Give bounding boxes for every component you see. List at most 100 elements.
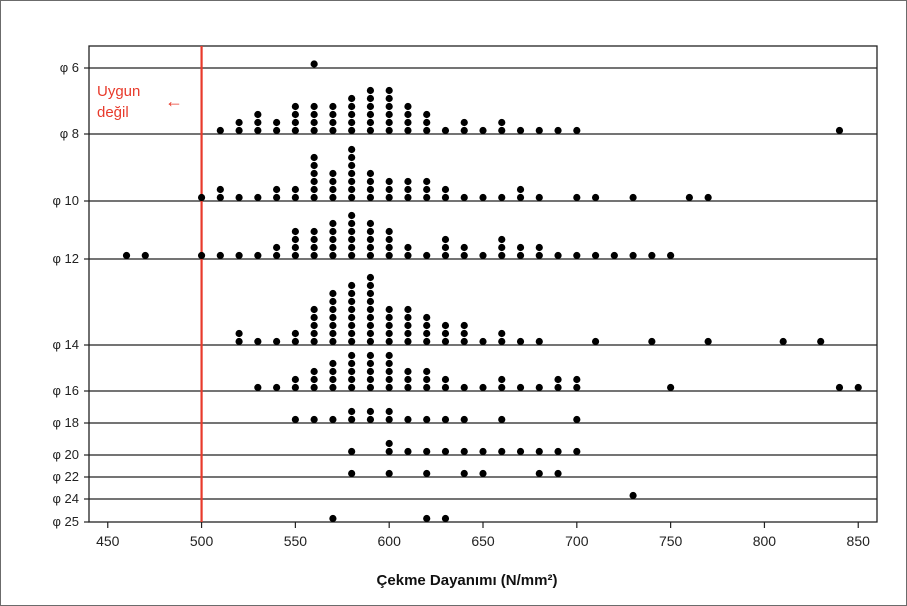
data-point	[404, 177, 412, 186]
data-point	[385, 383, 393, 392]
data-point	[479, 126, 487, 135]
data-point	[329, 126, 337, 135]
data-point	[498, 193, 506, 202]
data-point	[423, 375, 431, 384]
data-point	[423, 177, 431, 186]
data-point	[404, 313, 412, 322]
data-point	[348, 469, 356, 478]
data-point	[329, 313, 337, 322]
data-point	[817, 337, 825, 346]
annotation-arrow: ←	[165, 91, 183, 111]
x-tick-label: 550	[284, 533, 308, 549]
data-point	[348, 211, 356, 220]
data-point	[348, 235, 356, 244]
data-point	[404, 243, 412, 252]
data-point	[535, 447, 543, 456]
data-point	[573, 447, 581, 456]
data-point	[629, 491, 637, 500]
data-point	[404, 383, 412, 392]
data-point	[366, 375, 375, 384]
data-point	[366, 305, 375, 314]
data-point	[348, 227, 356, 236]
data-point	[254, 118, 262, 127]
x-tick-label: 850	[847, 533, 871, 549]
data-point	[385, 94, 393, 103]
data-point	[291, 126, 299, 135]
data-point	[460, 126, 468, 135]
data-point	[366, 185, 375, 194]
data-point	[404, 415, 412, 424]
data-point	[498, 383, 506, 392]
data-point	[310, 153, 318, 162]
data-point	[348, 375, 356, 384]
data-point	[441, 447, 450, 456]
data-point	[329, 235, 337, 244]
data-point	[366, 359, 375, 368]
data-point	[291, 118, 299, 127]
data-point	[385, 185, 393, 194]
data-point	[273, 243, 281, 252]
data-point	[385, 305, 393, 314]
data-point	[554, 251, 562, 260]
data-point	[329, 219, 337, 228]
data-point	[366, 337, 375, 346]
data-point	[385, 251, 393, 260]
data-point	[329, 110, 337, 119]
data-point	[385, 313, 393, 322]
x-tick-label: 650	[471, 533, 495, 549]
data-point	[366, 251, 375, 260]
data-point	[197, 251, 206, 260]
data-point	[479, 447, 487, 456]
data-point	[385, 367, 393, 376]
data-point	[498, 337, 506, 346]
data-point	[366, 126, 375, 135]
data-point	[385, 86, 393, 95]
data-point	[835, 383, 844, 392]
data-point	[385, 337, 393, 346]
data-point	[329, 514, 337, 523]
data-point	[235, 251, 243, 260]
data-point	[385, 177, 393, 186]
data-point	[273, 118, 281, 127]
x-tick-label: 500	[190, 533, 214, 549]
data-point	[197, 193, 206, 202]
data-point	[310, 367, 318, 376]
data-point	[291, 110, 299, 119]
data-point	[498, 118, 506, 127]
data-point	[366, 407, 375, 416]
data-point	[573, 383, 581, 392]
data-point	[366, 289, 375, 298]
data-point	[329, 251, 337, 260]
data-point	[460, 469, 468, 478]
data-point	[235, 193, 243, 202]
data-point	[310, 126, 318, 135]
data-point	[329, 243, 337, 252]
data-point	[348, 415, 356, 424]
data-point	[348, 383, 356, 392]
data-point	[310, 169, 318, 178]
data-point	[648, 251, 656, 260]
data-point	[441, 243, 450, 252]
data-point	[348, 351, 356, 360]
data-point	[254, 383, 262, 392]
data-point	[554, 375, 562, 384]
data-point	[460, 337, 468, 346]
data-point	[329, 185, 337, 194]
data-point	[516, 251, 525, 260]
data-point	[404, 329, 412, 338]
data-point	[385, 235, 393, 244]
y-tick-label: φ 20	[52, 447, 79, 462]
data-point	[535, 193, 543, 202]
data-point	[310, 375, 318, 384]
data-point	[423, 118, 431, 127]
data-point	[404, 447, 412, 456]
data-point	[310, 227, 318, 236]
data-point	[216, 126, 224, 135]
data-point	[423, 110, 431, 119]
data-point	[348, 251, 356, 260]
data-point	[404, 126, 412, 135]
data-point	[291, 375, 299, 384]
data-point	[423, 193, 431, 202]
data-point	[460, 193, 468, 202]
